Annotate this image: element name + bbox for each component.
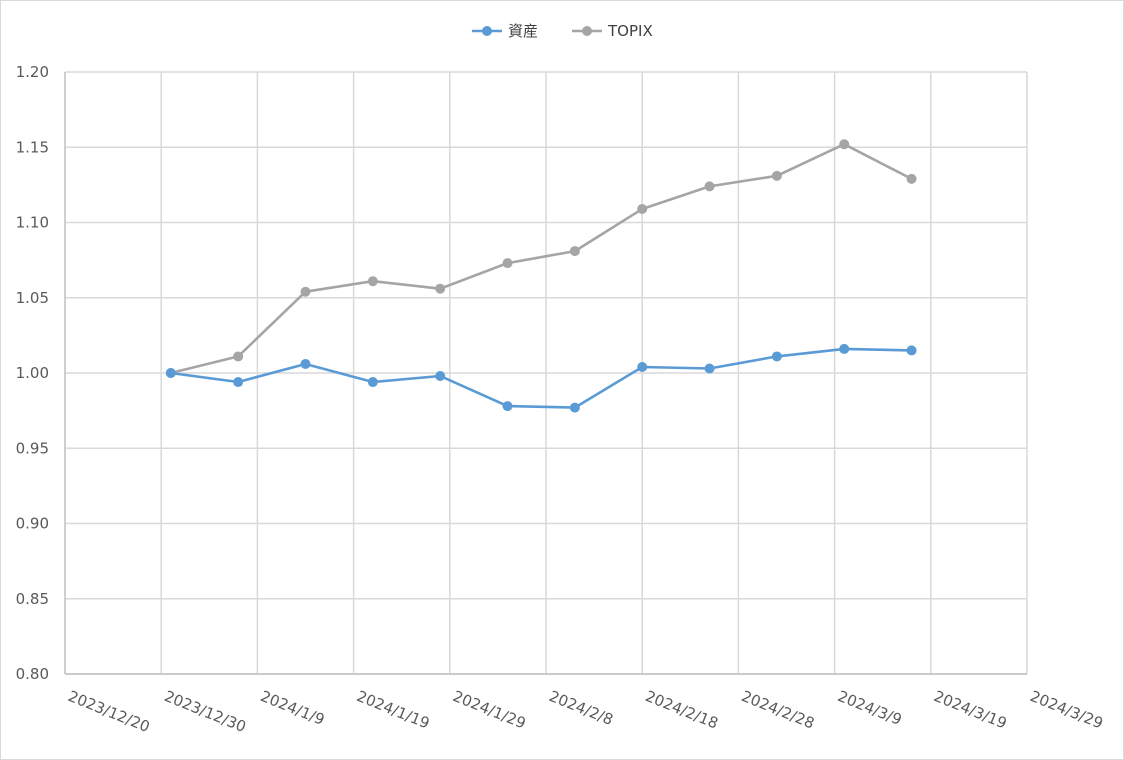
x-tick-label: 2023/12/20: [66, 687, 153, 736]
x-tick-labels: 2023/12/20 2023/12/30 2024/1/9 2024/1/19 202…: [66, 687, 1106, 736]
legend: 資産 TOPIX: [472, 22, 653, 40]
data-point: [771, 351, 782, 362]
y-tick-labels: 0.80 0.85 0.90 0.95 1.00 1.05 1.10 1.15 1.20: [16, 63, 49, 683]
data-point: [300, 286, 311, 297]
axes: [64, 72, 1027, 675]
y-tick-label: 0.80: [16, 665, 49, 683]
y-tick-label: 0.90: [16, 515, 49, 533]
y-tick-label: 1.05: [16, 289, 49, 307]
x-tick-label: 2023/12/30: [162, 687, 249, 736]
x-tick-label: 2024/1/29: [450, 687, 528, 733]
y-tick-label: 0.85: [16, 590, 49, 608]
x-tick-label: 2024/3/29: [1028, 687, 1106, 733]
y-tick-label: 1.20: [16, 63, 49, 81]
data-point: [367, 377, 378, 388]
y-tick-label: 1.15: [16, 138, 49, 156]
legend-label: TOPIX: [607, 22, 653, 40]
data-point: [906, 173, 917, 184]
x-tick-label: 2024/2/8: [547, 687, 616, 729]
data-point: [435, 371, 446, 382]
data-point: [704, 363, 715, 374]
y-tick-label: 1.10: [16, 214, 49, 232]
series-lines: [170, 142, 913, 409]
series-line-0: [170, 347, 912, 409]
series-line-1: [170, 142, 913, 375]
data-point: [502, 258, 513, 269]
data-point: [435, 283, 446, 294]
legend-marker: [582, 26, 592, 36]
data-point: [165, 368, 176, 378]
data-point: [233, 351, 244, 362]
x-tick-label: 2024/1/9: [258, 687, 327, 729]
x-tick-label: 2024/3/9: [835, 687, 904, 729]
legend-marker: [482, 26, 492, 36]
x-tick-label: 2024/3/19: [931, 687, 1009, 733]
data-point: [637, 203, 648, 214]
data-point: [367, 276, 378, 287]
data-point: [771, 170, 782, 181]
data-point: [233, 377, 244, 388]
x-tick-label: 2024/2/28: [739, 687, 817, 733]
data-point: [839, 343, 850, 354]
data-point: [569, 246, 580, 257]
data-point: [569, 402, 580, 413]
x-tick-label: 2024/2/18: [643, 687, 721, 733]
data-point: [300, 358, 311, 369]
y-tick-label: 1.00: [16, 364, 49, 382]
legend-label: 資産: [508, 22, 538, 40]
data-point: [704, 181, 715, 192]
data-point: [637, 361, 648, 372]
data-point: [906, 345, 917, 356]
y-tick-label: 0.95: [16, 439, 49, 457]
series-points: [165, 139, 917, 413]
grid-lines: [65, 71, 1028, 675]
data-point: [839, 139, 850, 150]
data-point: [502, 401, 513, 412]
x-tick-label: 2024/1/19: [354, 687, 432, 733]
